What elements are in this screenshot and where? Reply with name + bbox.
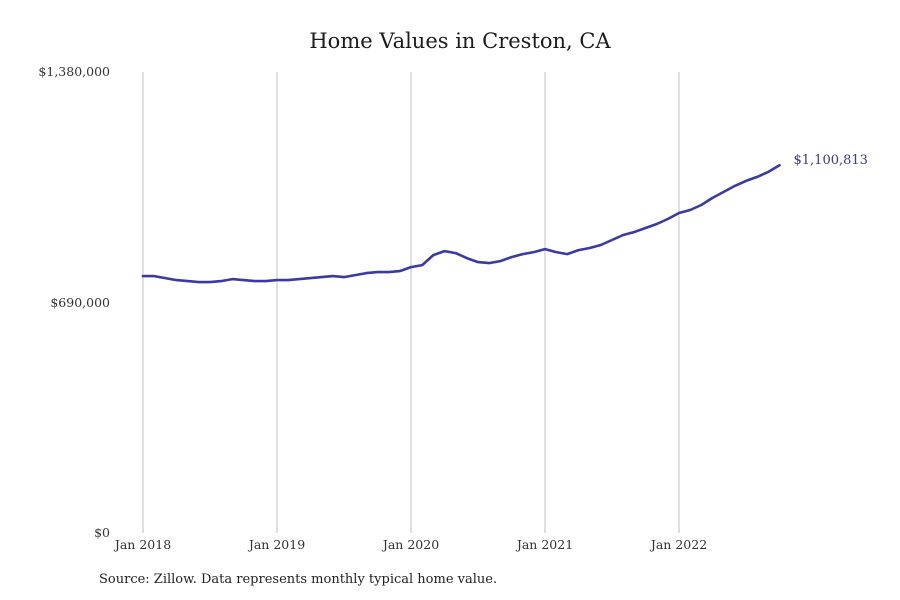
y-axis-tick-zero: $0	[94, 525, 110, 540]
source-note: Source: Zillow. Data represents monthly …	[99, 572, 498, 587]
chart-title: Home Values in Creston, CA	[309, 29, 611, 53]
vertical-gridlines	[142, 72, 680, 533]
x-axis-tick-2021: Jan 2021	[516, 537, 574, 552]
x-axis-tick-2019: Jan 2019	[248, 537, 306, 552]
x-axis-tick-2018: Jan 2018	[114, 537, 172, 552]
home-value-line	[141, 164, 781, 284]
y-axis-tick-max: $1,380,000	[38, 64, 110, 79]
y-axis-tick-mid: $690,000	[50, 294, 110, 310]
x-axis-tick-2020: Jan 2020	[382, 537, 440, 552]
x-axis-tick-2022: Jan 2022	[650, 537, 708, 552]
latest-value-label: $1,100,813	[793, 153, 868, 169]
